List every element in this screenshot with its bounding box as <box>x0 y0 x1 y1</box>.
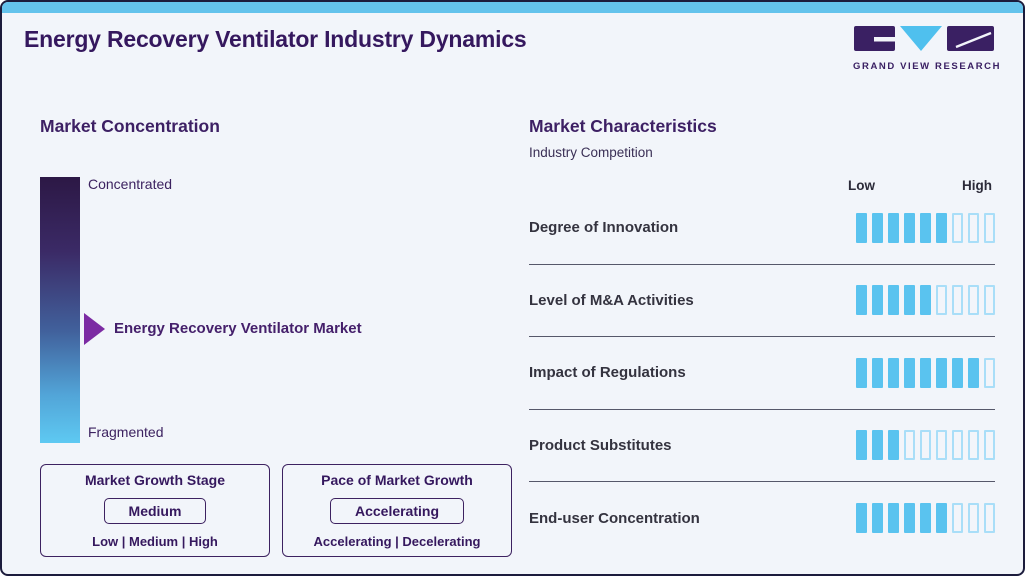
meter-segment-filled <box>936 503 947 534</box>
characteristic-label: Degree of Innovation <box>529 219 679 237</box>
meter-segment-filled <box>872 357 883 388</box>
market-growth-stage-box: Market Growth Stage Medium Low | Medium … <box>40 464 270 557</box>
growth-stage-options: Low | Medium | High <box>92 534 218 549</box>
meter-segment-empty <box>968 285 979 316</box>
low-high-scale: Low High <box>848 178 992 193</box>
meter-segment-filled <box>856 212 867 243</box>
scale-low-label: Low <box>848 178 875 193</box>
meter-segment-filled <box>888 285 899 316</box>
meter-segment-filled <box>952 357 963 388</box>
meter-segment-filled <box>856 357 867 388</box>
meter-segment-filled <box>920 503 931 534</box>
meter-segment-filled <box>872 430 883 461</box>
characteristic-label: Impact of Regulations <box>529 364 686 382</box>
meter-segment-filled <box>872 285 883 316</box>
meter-segment-filled <box>856 285 867 316</box>
top-accent-bar <box>2 2 1023 13</box>
rating-meter <box>856 285 995 316</box>
growth-stage-title: Market Growth Stage <box>84 472 226 488</box>
meter-segment-empty <box>968 430 979 461</box>
meter-segment-empty <box>920 430 931 461</box>
meter-segment-empty <box>984 357 995 388</box>
market-pointer-arrow-icon <box>84 313 105 345</box>
characteristic-label: Level of M&A Activities <box>529 291 694 309</box>
meter-segment-empty <box>904 430 915 461</box>
rating-meter <box>856 430 995 461</box>
market-pointer-label: Energy Recovery Ventilator Market <box>114 320 362 337</box>
growth-pace-value: Accelerating <box>329 498 465 524</box>
characteristic-row: Product Substitutes <box>529 410 995 482</box>
meter-segment-filled <box>968 357 979 388</box>
growth-stage-value: Medium <box>103 498 207 524</box>
concentration-gradient-bar <box>40 177 80 443</box>
meter-segment-empty <box>952 285 963 316</box>
scale-high-label: High <box>962 178 992 193</box>
meter-segment-filled <box>888 430 899 461</box>
meter-segment-empty <box>984 285 995 316</box>
meter-segment-filled <box>856 430 867 461</box>
market-concentration-heading: Market Concentration <box>40 116 220 136</box>
meter-segment-filled <box>888 503 899 534</box>
characteristic-label: Product Substitutes <box>529 436 672 454</box>
meter-segment-empty <box>968 503 979 534</box>
meter-segment-filled <box>872 503 883 534</box>
meter-segment-empty <box>984 430 995 461</box>
meter-segment-filled <box>920 357 931 388</box>
rating-meter <box>856 503 995 534</box>
rating-meter <box>856 212 995 243</box>
meter-segment-empty <box>936 430 947 461</box>
fragmented-label: Fragmented <box>88 424 164 440</box>
rating-meter <box>856 357 995 388</box>
characteristic-row: Degree of Innovation <box>529 192 995 265</box>
meter-segment-empty <box>984 212 995 243</box>
meter-segment-filled <box>888 212 899 243</box>
characteristic-row: Level of M&A Activities <box>529 265 995 337</box>
meter-segment-filled <box>888 357 899 388</box>
meter-segment-empty <box>952 212 963 243</box>
market-characteristics-heading: Market Characteristics <box>529 116 717 136</box>
meter-segment-filled <box>920 285 931 316</box>
meter-segment-empty <box>936 285 947 316</box>
meter-segment-filled <box>936 212 947 243</box>
pace-of-growth-box: Pace of Market Growth Accelerating Accel… <box>282 464 512 557</box>
page-title: Energy Recovery Ventilator Industry Dyna… <box>24 26 527 52</box>
characteristic-label: End-user Concentration <box>529 509 700 527</box>
gvr-logo: GRAND VIEW RESEARCH <box>853 26 1002 72</box>
meter-segment-empty <box>968 212 979 243</box>
meter-segment-filled <box>920 212 931 243</box>
logo-text: GRAND VIEW RESEARCH <box>853 61 1002 72</box>
meter-segment-filled <box>872 212 883 243</box>
industry-competition-subtitle: Industry Competition <box>529 145 653 160</box>
characteristic-row: End-user Concentration <box>529 482 995 555</box>
meter-segment-empty <box>952 430 963 461</box>
growth-pace-title: Pace of Market Growth <box>321 472 473 488</box>
meter-segment-empty <box>984 503 995 534</box>
meter-segment-empty <box>952 503 963 534</box>
gvr-logo-mark <box>854 26 994 51</box>
growth-pace-options: Accelerating | Decelerating <box>313 534 481 549</box>
meter-segment-filled <box>904 503 915 534</box>
meter-segment-filled <box>904 212 915 243</box>
meter-segment-filled <box>904 357 915 388</box>
characteristic-row: Impact of Regulations <box>529 337 995 410</box>
characteristics-list: Degree of Innovation Level of M&A Activit… <box>529 192 995 555</box>
meter-segment-filled <box>856 503 867 534</box>
meter-segment-filled <box>904 285 915 316</box>
concentrated-label: Concentrated <box>88 176 173 192</box>
meter-segment-filled <box>936 357 947 388</box>
